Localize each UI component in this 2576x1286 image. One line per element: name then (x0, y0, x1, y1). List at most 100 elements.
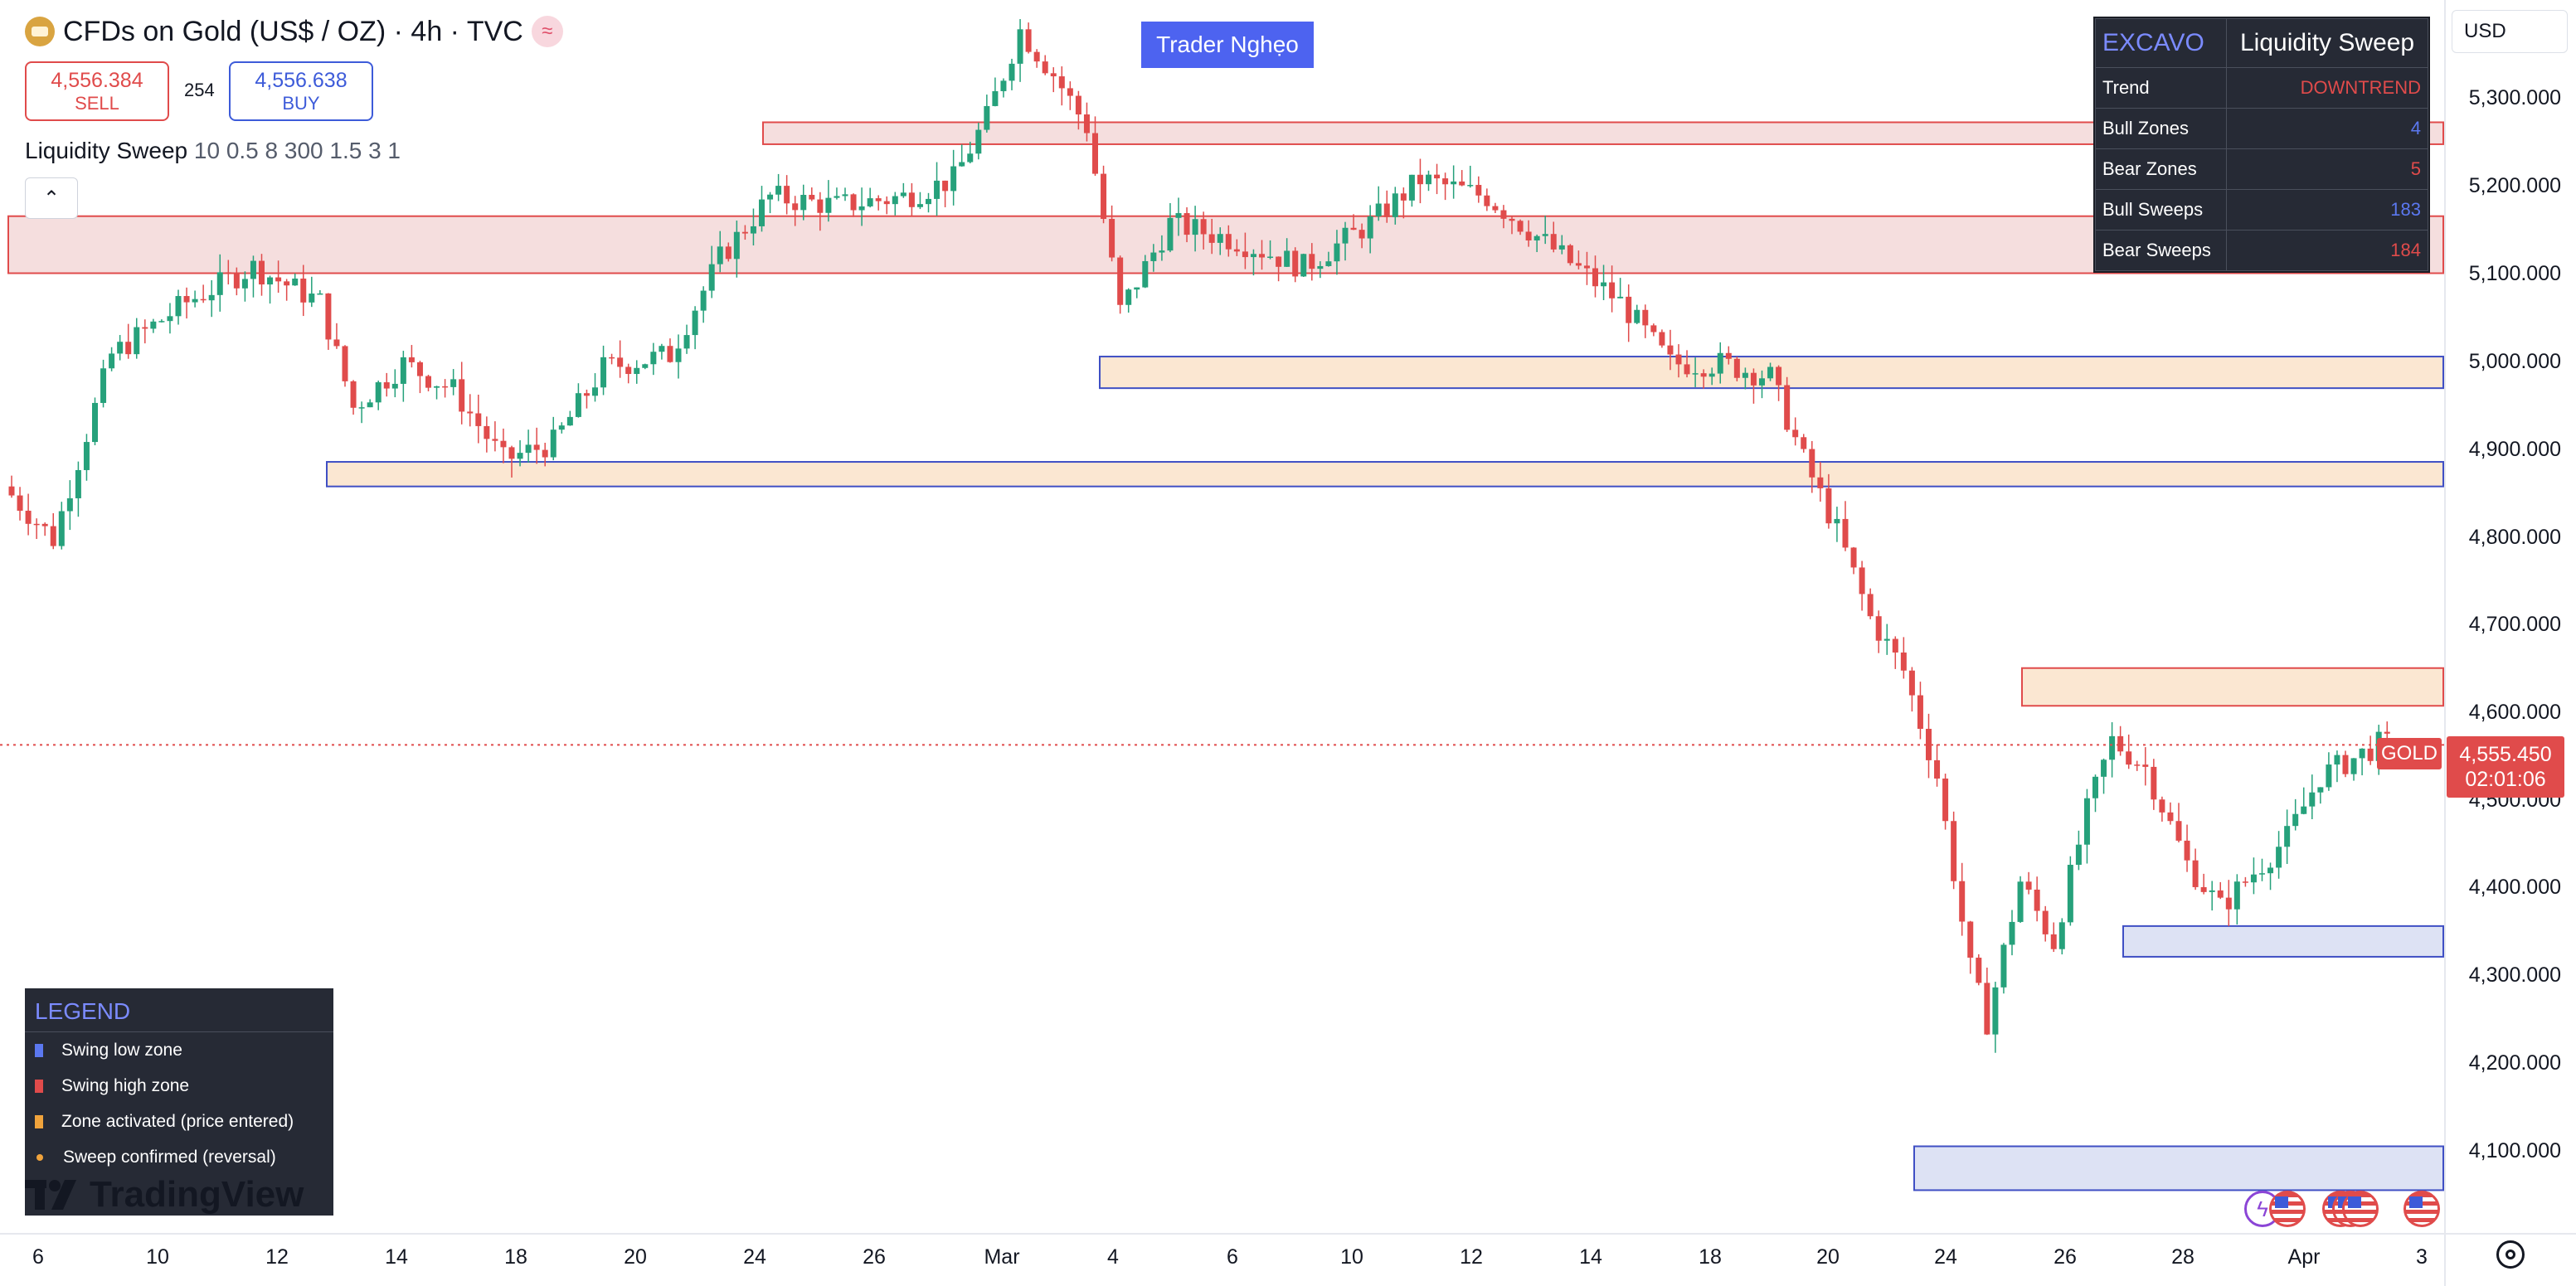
events-strip (2403, 1191, 2440, 1227)
bear-candle (2384, 731, 2390, 734)
bull-candle (2017, 881, 2024, 922)
legend-label: Swing high zone (61, 1075, 190, 1095)
bull-candle (216, 272, 223, 295)
bear-candle (1383, 203, 1390, 217)
bear-candle (1101, 173, 1107, 220)
swing-high-swatch (35, 1079, 43, 1093)
bull-candle (1883, 638, 1890, 641)
bear-candle (2167, 812, 2174, 822)
bull-candle (2292, 813, 2299, 827)
bull-candle (834, 196, 840, 198)
bear-candle (1592, 268, 1598, 287)
bull-candle (1992, 987, 1999, 1035)
bear-candle (1400, 193, 1407, 201)
buy-button[interactable]: 4,556.638 BUY (229, 61, 373, 121)
bear-candle (1859, 567, 1865, 594)
bear-candle (741, 231, 748, 234)
bear-candle (809, 195, 815, 200)
bear-candle (1733, 358, 1740, 378)
bull-candle (1692, 373, 1699, 375)
sweep-dot-swatch (36, 1153, 43, 1161)
us-flag-icon[interactable] (2342, 1191, 2379, 1227)
bull-candle (600, 357, 607, 388)
bull-candle (926, 198, 931, 205)
bear-candle (784, 186, 790, 204)
bear-candle (233, 274, 240, 289)
tradingview-mark-icon (25, 1180, 76, 1210)
bear-candle (484, 425, 490, 439)
bull-candle (1375, 203, 1382, 216)
bear-candle (2367, 748, 2374, 761)
bull-candle (892, 196, 898, 205)
bear-candle (183, 296, 190, 303)
bear-candle (300, 278, 307, 303)
bull-candle (558, 425, 565, 430)
bull-candle (517, 453, 523, 459)
bull-candle (66, 497, 73, 512)
bull-candle (733, 231, 740, 260)
bull-candle (634, 367, 640, 375)
currency-selector[interactable]: USD (2452, 10, 2568, 53)
gear-icon[interactable] (2496, 1240, 2525, 1269)
bar-countdown: 02:01:06 (2465, 768, 2546, 791)
bear-candle (2025, 881, 2032, 890)
bull-candle (134, 327, 140, 355)
date-axis-tick: 14 (385, 1245, 408, 1269)
bull-candle (2276, 847, 2282, 868)
buy-label: BUY (282, 93, 320, 114)
bear-candle (609, 357, 615, 359)
bear-candle (1976, 958, 1982, 983)
stats-row: Bear Zones 5 (2094, 148, 2428, 190)
bull-candle (575, 393, 581, 417)
us-flag-icon[interactable] (2403, 1191, 2440, 1227)
bear-candle (1842, 518, 1849, 548)
wave-icon[interactable]: ≈ (531, 16, 563, 47)
bull-candle (650, 352, 657, 365)
symbol-title[interactable]: CFDs on Gold (US$ / OZ) · 4h · TVC (63, 15, 523, 47)
liquidity-zones (7, 121, 2444, 1191)
date-axis-tick: 14 (1579, 1245, 1602, 1269)
sell-button[interactable]: 4,556.384 SELL (25, 61, 169, 121)
bull-zone (326, 461, 2444, 488)
legend-item: Zone activated (price entered) (25, 1104, 333, 1139)
bear-candle (1667, 345, 1674, 355)
bull-candle (800, 195, 807, 211)
date-axis-tick: 20 (624, 1245, 647, 1269)
symbol-price-tag: GOLD (2377, 738, 2442, 769)
bear-candle (583, 393, 590, 396)
bull-candle (1250, 254, 1256, 258)
bull-candle (2259, 873, 2265, 875)
date-axis-tick: 12 (265, 1245, 289, 1269)
bull-candle (2267, 867, 2274, 874)
bull-candle (1601, 282, 1607, 287)
bear-candle (1684, 364, 1690, 375)
us-flag-icon[interactable] (2269, 1191, 2306, 1227)
bear-candle (1109, 219, 1115, 258)
price-axis-tick: 5,100.000 (2468, 262, 2561, 285)
bull-candle (1009, 63, 1015, 81)
bear-candle (1067, 88, 1073, 96)
price-axis-tick: 4,100.000 (2468, 1139, 2561, 1162)
tradingview-logo[interactable]: TradingView (25, 1174, 304, 1216)
collapse-button[interactable]: ⌃ (25, 177, 78, 219)
bull-candle (767, 194, 774, 200)
bear-candle (908, 192, 915, 207)
bull-candle (92, 402, 98, 443)
stats-row: Bull Zones 4 (2094, 108, 2428, 149)
bear-candle (1700, 373, 1707, 377)
bear-candle (1550, 234, 1557, 250)
tradingview-wordmark: TradingView (90, 1174, 304, 1215)
indicator-params: 10 0.5 8 300 1.5 3 1 (193, 138, 401, 163)
bear-candle (1058, 76, 1065, 89)
legend-item: Swing low zone (25, 1032, 333, 1068)
bear-candle (1509, 218, 1515, 221)
price-axis-tick: 4,600.000 (2468, 701, 2561, 724)
bull-candle (858, 206, 865, 211)
indicator-legend[interactable]: Liquidity Sweep 10 0.5 8 300 1.5 3 1 (25, 138, 401, 164)
bull-candle (1708, 373, 1715, 377)
bull-candle (2350, 758, 2357, 774)
bull-candle (317, 293, 323, 295)
bull-candle (309, 294, 315, 303)
bull-candle (1558, 245, 1565, 250)
